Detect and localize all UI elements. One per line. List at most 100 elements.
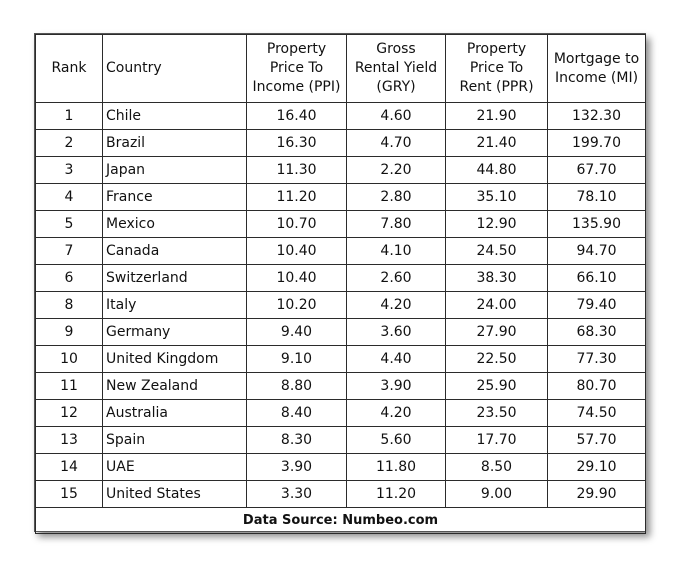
cell-gry: 2.20 [346, 156, 446, 184]
table-row: 9 Germany 9.40 3.60 27.90 68.30 [35, 318, 646, 346]
cell-gry: 4.20 [346, 399, 446, 427]
cell-gry: 4.20 [346, 291, 446, 319]
table-row: 4 France 11.20 2.80 35.10 78.10 [35, 183, 646, 211]
cell-country: United Kingdom [102, 345, 247, 373]
cell-rank: 4 [35, 183, 103, 211]
cell-ppr: 27.90 [445, 318, 548, 346]
header-country: Country [102, 34, 247, 103]
cell-ppi: 16.30 [246, 129, 347, 157]
cell-rank: 14 [35, 453, 103, 481]
cell-gry: 11.80 [346, 453, 446, 481]
cell-gry: 7.80 [346, 210, 446, 238]
cell-rank: 6 [35, 264, 103, 292]
cell-mi: 29.10 [547, 453, 646, 481]
cell-ppi: 10.70 [246, 210, 347, 238]
cell-ppi: 10.20 [246, 291, 347, 319]
cell-mi: 199.70 [547, 129, 646, 157]
cell-ppi: 8.80 [246, 372, 347, 400]
cell-mi: 132.30 [547, 102, 646, 130]
cell-ppr: 44.80 [445, 156, 548, 184]
cell-mi: 79.40 [547, 291, 646, 319]
cell-rank: 1 [35, 102, 103, 130]
cell-mi: 74.50 [547, 399, 646, 427]
cell-country: New Zealand [102, 372, 247, 400]
cell-ppr: 8.50 [445, 453, 548, 481]
cell-gry: 2.60 [346, 264, 446, 292]
cell-ppr: 35.10 [445, 183, 548, 211]
cell-country: France [102, 183, 247, 211]
cell-gry: 4.10 [346, 237, 446, 265]
table-row: 12 Australia 8.40 4.20 23.50 74.50 [35, 399, 646, 427]
table-row: 10 United Kingdom 9.10 4.40 22.50 77.30 [35, 345, 646, 373]
cell-country: UAE [102, 453, 247, 481]
cell-mi: 77.30 [547, 345, 646, 373]
cell-rank: 5 [35, 210, 103, 238]
table-row: 13 Spain 8.30 5.60 17.70 57.70 [35, 426, 646, 454]
cell-mi: 94.70 [547, 237, 646, 265]
cell-ppr: 38.30 [445, 264, 548, 292]
data-source-note: Data Source: Numbeo.com [35, 507, 646, 534]
cell-mi: 68.30 [547, 318, 646, 346]
cell-ppr: 12.90 [445, 210, 548, 238]
cell-gry: 4.60 [346, 102, 446, 130]
source-row: Data Source: Numbeo.com [35, 507, 646, 534]
header-gry: Gross Rental Yield (GRY) [346, 34, 446, 103]
cell-country: United States [102, 480, 247, 508]
cell-ppi: 10.40 [246, 264, 347, 292]
cell-mi: 29.90 [547, 480, 646, 508]
table-row: 14 UAE 3.90 11.80 8.50 29.10 [35, 453, 646, 481]
cell-ppi: 16.40 [246, 102, 347, 130]
cell-mi: 67.70 [547, 156, 646, 184]
cell-rank: 11 [35, 372, 103, 400]
cell-rank: 15 [35, 480, 103, 508]
table-row: 6 Switzerland 10.40 2.60 38.30 66.10 [35, 264, 646, 292]
header-row: Rank Country Property Price To Income (P… [35, 34, 646, 103]
cell-rank: 13 [35, 426, 103, 454]
cell-rank: 12 [35, 399, 103, 427]
cell-country: Germany [102, 318, 247, 346]
cell-ppr: 21.40 [445, 129, 548, 157]
cell-ppi: 11.30 [246, 156, 347, 184]
cell-rank: 8 [35, 291, 103, 319]
cell-ppr: 25.90 [445, 372, 548, 400]
cell-country: Canada [102, 237, 247, 265]
cell-country: Brazil [102, 129, 247, 157]
cell-mi: 80.70 [547, 372, 646, 400]
cell-gry: 4.40 [346, 345, 446, 373]
cell-country: Italy [102, 291, 247, 319]
cell-gry: 5.60 [346, 426, 446, 454]
cell-country: Australia [102, 399, 247, 427]
cell-country: Spain [102, 426, 247, 454]
cell-rank: 2 [35, 129, 103, 157]
table-row: 7 Canada 10.40 4.10 24.50 94.70 [35, 237, 646, 265]
cell-ppr: 9.00 [445, 480, 548, 508]
cell-gry: 3.60 [346, 318, 446, 346]
cell-rank: 7 [35, 237, 103, 265]
header-ppr: Property Price To Rent (PPR) [445, 34, 548, 103]
cell-gry: 2.80 [346, 183, 446, 211]
cell-country: Japan [102, 156, 247, 184]
table-row: 8 Italy 10.20 4.20 24.00 79.40 [35, 291, 646, 319]
cell-ppi: 8.30 [246, 426, 347, 454]
cell-country: Switzerland [102, 264, 247, 292]
cell-mi: 78.10 [547, 183, 646, 211]
cell-rank: 10 [35, 345, 103, 373]
cell-ppi: 3.90 [246, 453, 347, 481]
cell-mi: 66.10 [547, 264, 646, 292]
cell-country: Chile [102, 102, 247, 130]
cell-gry: 4.70 [346, 129, 446, 157]
header-ppi: Property Price To Income (PPI) [246, 34, 347, 103]
cell-gry: 3.90 [346, 372, 446, 400]
table-row: 2 Brazil 16.30 4.70 21.40 199.70 [35, 129, 646, 157]
table-row: 5 Mexico 10.70 7.80 12.90 135.90 [35, 210, 646, 238]
cell-mi: 135.90 [547, 210, 646, 238]
cell-ppi: 10.40 [246, 237, 347, 265]
cell-ppi: 9.10 [246, 345, 347, 373]
cell-ppi: 8.40 [246, 399, 347, 427]
cell-gry: 11.20 [346, 480, 446, 508]
cell-ppr: 21.90 [445, 102, 548, 130]
cell-ppr: 22.50 [445, 345, 548, 373]
header-mi: Mortgage to Income (MI) [547, 34, 646, 103]
property-index-table: Rank Country Property Price To Income (P… [35, 34, 646, 534]
cell-ppr: 24.50 [445, 237, 548, 265]
